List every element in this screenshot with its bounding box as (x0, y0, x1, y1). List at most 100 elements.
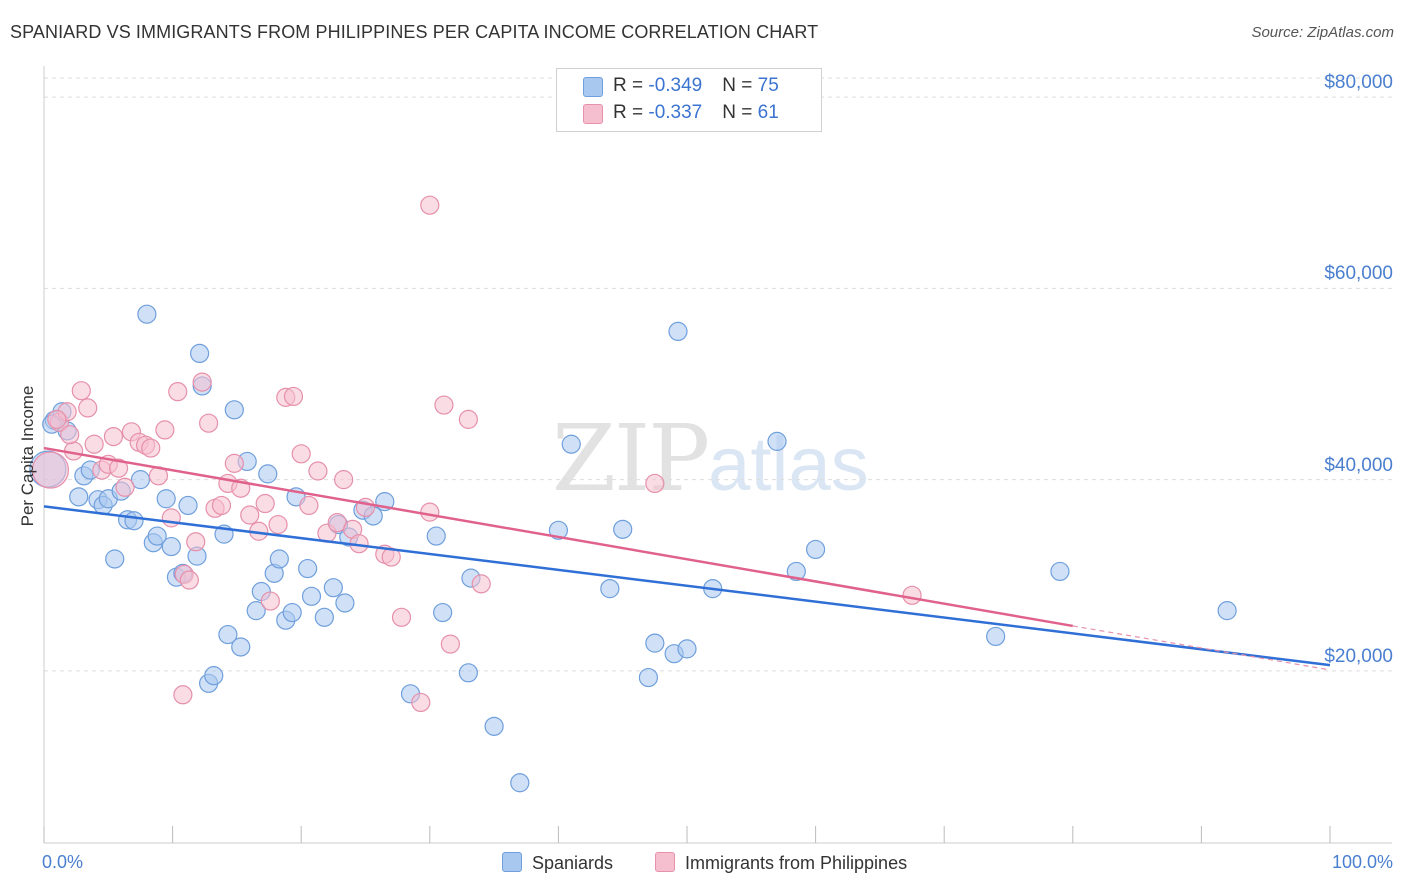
point-philippines-50 (420, 502, 440, 522)
y-tick-label: $80,000 (1324, 72, 1393, 94)
r-value: -0.337 (648, 102, 703, 123)
trend-line-spaniards (43, 505, 1331, 667)
point-philippines-34 (268, 514, 288, 535)
point-philippines-21 (179, 570, 199, 590)
point-spaniards-57 (510, 773, 530, 793)
point-spaniards-65 (668, 321, 688, 342)
point-spaniards-59 (561, 434, 581, 454)
point-spaniards-33 (246, 601, 266, 621)
n-value: 61 (757, 102, 779, 123)
point-spaniards-53 (433, 602, 453, 623)
point-philippines-42 (334, 470, 354, 490)
data-points (29, 195, 1237, 793)
point-philippines-10 (108, 458, 129, 478)
point-spaniards-39 (282, 602, 302, 623)
point-spaniards-60 (600, 579, 620, 599)
point-philippines-57 (902, 585, 922, 605)
point-philippines-22 (186, 532, 206, 552)
point-spaniards-29 (218, 624, 238, 645)
bottom-legend-spaniards: Spaniards (502, 852, 613, 874)
point-spaniards-15 (137, 304, 157, 324)
point-spaniards-27 (204, 666, 224, 686)
point-spaniards-58 (548, 520, 569, 540)
point-philippines-5 (78, 398, 98, 418)
bottom-legend-swatch-blue (502, 852, 522, 872)
point-spaniards-70 (805, 539, 826, 560)
point-philippines-51 (434, 395, 454, 415)
point-spaniards-71 (986, 626, 1006, 647)
point-philippines-32 (255, 493, 275, 514)
trend-lines (43, 446, 1331, 671)
point-spaniards-61 (613, 519, 633, 539)
point-spaniards-14 (130, 470, 151, 490)
point-spaniards-30 (224, 400, 244, 420)
point-spaniards-10 (105, 549, 125, 569)
point-spaniards-56 (484, 716, 504, 736)
point-philippines-19 (168, 382, 188, 402)
legend-text-philippines: R = -0.337 N = 61 (613, 102, 779, 124)
point-spaniards-35 (258, 464, 278, 484)
r-label: R = (613, 75, 649, 96)
point-philippines-9 (103, 426, 124, 447)
point-philippines-56 (645, 473, 665, 494)
point-spaniards-52 (426, 526, 446, 546)
legend-swatch-blue (583, 77, 603, 97)
point-spaniards-72 (1050, 561, 1070, 582)
y-tick-label: $40,000 (1324, 454, 1393, 476)
point-spaniards-18 (156, 489, 176, 509)
point-philippines-52 (440, 634, 460, 654)
source-label: Source: ZipAtlas.com (1251, 24, 1394, 41)
point-philippines-33 (260, 591, 280, 611)
point-spaniards-17 (147, 526, 167, 546)
point-spaniards-42 (301, 586, 322, 606)
point-spaniards-46 (335, 593, 355, 613)
point-philippines-28 (224, 453, 244, 473)
point-philippines-37 (291, 444, 311, 464)
x-tick-label-min: 0.0% (42, 852, 84, 872)
correlation-legend: R = -0.349 N = 75 R = -0.337 N = 61 (556, 68, 822, 132)
point-philippines-24 (199, 413, 219, 433)
point-spaniards-68 (767, 431, 787, 451)
point-spaniards-19 (161, 536, 181, 557)
point-philippines-36 (283, 386, 304, 407)
point-philippines-17 (155, 420, 175, 440)
legend-text-spaniards: R = -0.349 N = 75 (613, 75, 779, 97)
y-tick-label: $60,000 (1324, 263, 1393, 285)
point-spaniards-13 (124, 511, 144, 531)
n-value: 75 (757, 75, 779, 96)
r-label: R = (613, 102, 649, 123)
r-value: -0.349 (648, 75, 703, 96)
point-philippines-54 (471, 574, 491, 594)
point-philippines-53 (458, 409, 478, 429)
point-spaniards-41 (298, 558, 318, 579)
y-tick-label: $20,000 (1324, 645, 1393, 667)
point-philippines-26 (211, 495, 232, 516)
watermark-zip: ZIP (552, 405, 710, 512)
x-tick-label-max: 100.0% (1331, 852, 1393, 872)
point-philippines-45 (355, 497, 376, 517)
watermark-atlas: atlas (708, 422, 869, 507)
point-spaniards-69 (786, 561, 806, 582)
point-philippines-60 (60, 425, 80, 445)
point-spaniards-22 (178, 495, 198, 516)
point-philippines-4 (71, 381, 91, 401)
y-axis-label: Per Capita Income (18, 385, 37, 527)
point-philippines-30 (240, 505, 260, 525)
point-philippines-59 (47, 409, 67, 429)
point-philippines-6 (84, 434, 104, 454)
watermark: ZIPatlas (552, 405, 869, 512)
point-philippines-55 (420, 195, 440, 215)
point-spaniards-24 (190, 343, 210, 363)
n-label: N = (722, 102, 758, 123)
point-spaniards-31 (231, 637, 251, 657)
point-philippines-49 (411, 692, 431, 713)
bottom-legend-label: Spaniards (532, 853, 614, 873)
point-philippines-48 (391, 607, 412, 627)
point-spaniards-43 (314, 607, 334, 627)
point-spaniards-54 (458, 663, 478, 683)
point-philippines-38 (299, 495, 319, 516)
point-spaniards-62 (638, 667, 659, 688)
point-philippines-23 (192, 372, 212, 392)
point-spaniards-37 (269, 549, 289, 569)
